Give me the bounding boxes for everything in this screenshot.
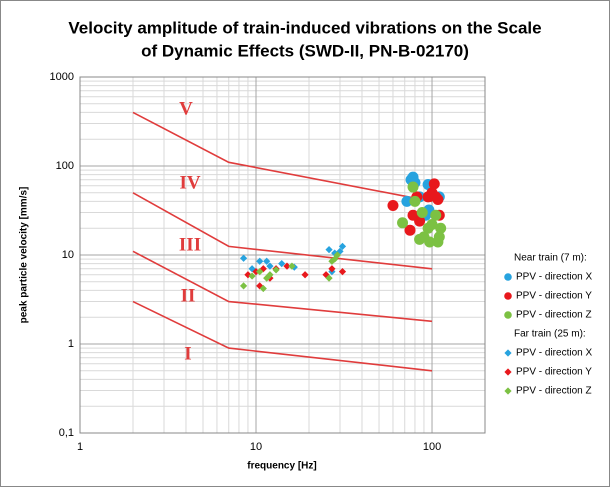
- data-point: [424, 236, 436, 248]
- data-point: [416, 207, 428, 219]
- data-point: [414, 215, 426, 227]
- data-point: [244, 271, 252, 279]
- data-point: [426, 219, 438, 231]
- chart-title: Velocity amplitude of train-induced vibr…: [68, 18, 541, 37]
- data-point: [328, 257, 336, 265]
- boundary-line: [132, 300, 433, 372]
- zone-label: IV: [179, 172, 200, 193]
- y-tick-label: 0,1: [59, 427, 74, 439]
- legend-label: PPV - direction X: [516, 348, 592, 359]
- data-point: [430, 209, 442, 221]
- legend-marker: [504, 368, 512, 376]
- data-point: [325, 245, 333, 254]
- data-point: [266, 262, 274, 270]
- data-point: [401, 195, 413, 207]
- legend-label: PPV - direction X: [516, 272, 592, 283]
- data-point: [325, 274, 333, 282]
- legend-group-title: Near train (7 m):: [514, 253, 587, 264]
- data-point: [331, 255, 339, 263]
- boundary-line: [132, 250, 433, 323]
- data-point: [328, 265, 336, 273]
- boundary-line: [132, 192, 433, 270]
- zone-label: III: [179, 234, 201, 255]
- y-tick-label: 10: [62, 249, 74, 261]
- data-point: [256, 282, 264, 290]
- data-point: [252, 268, 260, 276]
- legend-label: PPV - direction Y: [516, 291, 592, 302]
- data-point: [333, 251, 341, 259]
- data-point: [301, 271, 309, 279]
- data-point: [283, 262, 291, 270]
- x-tick-label: 1: [77, 441, 83, 453]
- zone-label: I: [184, 343, 191, 364]
- legend-label: PPV - direction Y: [516, 367, 592, 378]
- data-point: [387, 199, 399, 211]
- zone-label: II: [181, 285, 196, 306]
- legend-marker: [504, 273, 512, 281]
- zone-label: V: [179, 98, 193, 119]
- plot-border: [79, 76, 486, 434]
- data-point: [239, 254, 248, 262]
- x-axis-label: frequency [Hz]: [247, 461, 316, 472]
- data-point: [428, 178, 440, 190]
- legend-marker: [504, 311, 512, 319]
- legend-marker: [504, 349, 512, 357]
- data-point: [272, 266, 280, 274]
- data-point: [338, 268, 347, 276]
- legend-label: PPV - direction Z: [516, 386, 592, 397]
- data-point: [239, 282, 248, 290]
- legend-label: PPV - direction Z: [516, 310, 592, 321]
- y-tick-label: 1000: [50, 71, 74, 83]
- data-point: [409, 195, 421, 207]
- y-axis-label: peak particle velocity [mm/s]: [19, 187, 30, 324]
- data-point: [266, 271, 274, 279]
- data-point: [259, 284, 267, 293]
- chart-title: of Dynamic Effects (SWD-II, PN-B-02170): [141, 41, 469, 60]
- data-point: [338, 242, 347, 250]
- data-point: [404, 224, 416, 236]
- data-point: [432, 194, 444, 206]
- data-point: [331, 249, 339, 257]
- legend-marker: [504, 387, 512, 395]
- x-tick-label: 100: [423, 441, 441, 453]
- y-tick-label: 1: [68, 338, 74, 350]
- data-point: [256, 257, 264, 265]
- data-point: [256, 268, 264, 276]
- data-point: [263, 274, 271, 282]
- data-point: [248, 272, 256, 280]
- data-point: [397, 217, 409, 229]
- data-point: [435, 222, 447, 234]
- legend-marker: [504, 292, 512, 300]
- data-point: [433, 231, 445, 243]
- y-tick-label: 100: [56, 160, 74, 172]
- data-point: [278, 260, 286, 268]
- data-point: [407, 181, 419, 193]
- data-point: [288, 262, 296, 270]
- x-tick-label: 10: [250, 441, 262, 453]
- data-point: [263, 257, 271, 265]
- data-point: [322, 271, 330, 279]
- legend-group-title: Far train (25 m):: [514, 329, 586, 340]
- boundary-line: [132, 111, 433, 203]
